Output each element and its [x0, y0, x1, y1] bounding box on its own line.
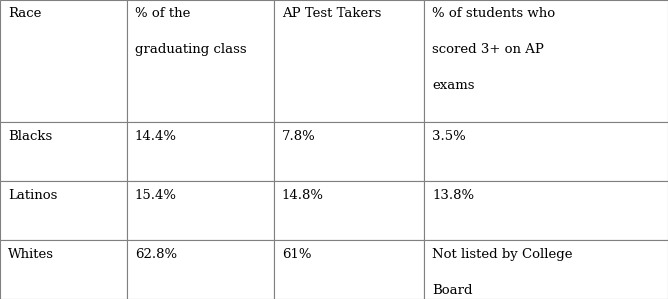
- Bar: [0, 240, 127, 299]
- Text: 13.8%: 13.8%: [432, 189, 474, 202]
- Text: Blacks: Blacks: [8, 130, 52, 143]
- Bar: [424, 181, 668, 240]
- Text: AP Test Takers: AP Test Takers: [282, 7, 381, 20]
- Bar: [0, 181, 127, 240]
- Text: % of the
 
graduating class: % of the graduating class: [135, 7, 246, 56]
- Bar: [127, 240, 274, 299]
- Bar: [424, 0, 668, 122]
- Bar: [0, 0, 127, 122]
- Text: 62.8%: 62.8%: [135, 248, 177, 260]
- Bar: [274, 0, 424, 122]
- Text: 3.5%: 3.5%: [432, 130, 466, 143]
- Text: 15.4%: 15.4%: [135, 189, 177, 202]
- Bar: [127, 122, 274, 181]
- Text: 14.4%: 14.4%: [135, 130, 177, 143]
- Bar: [424, 122, 668, 181]
- Text: % of students who
 
scored 3+ on AP
 
exams: % of students who scored 3+ on AP exams: [432, 7, 555, 92]
- Text: 14.8%: 14.8%: [282, 189, 324, 202]
- Bar: [127, 181, 274, 240]
- Text: Race: Race: [8, 7, 41, 20]
- Text: Latinos: Latinos: [8, 189, 57, 202]
- Bar: [274, 181, 424, 240]
- Text: 7.8%: 7.8%: [282, 130, 316, 143]
- Text: 61%: 61%: [282, 248, 311, 260]
- Text: Whites: Whites: [8, 248, 54, 260]
- Bar: [0, 122, 127, 181]
- Bar: [274, 240, 424, 299]
- Bar: [274, 122, 424, 181]
- Bar: [127, 0, 274, 122]
- Bar: [424, 240, 668, 299]
- Text: Not listed by College
 
Board: Not listed by College Board: [432, 248, 572, 297]
